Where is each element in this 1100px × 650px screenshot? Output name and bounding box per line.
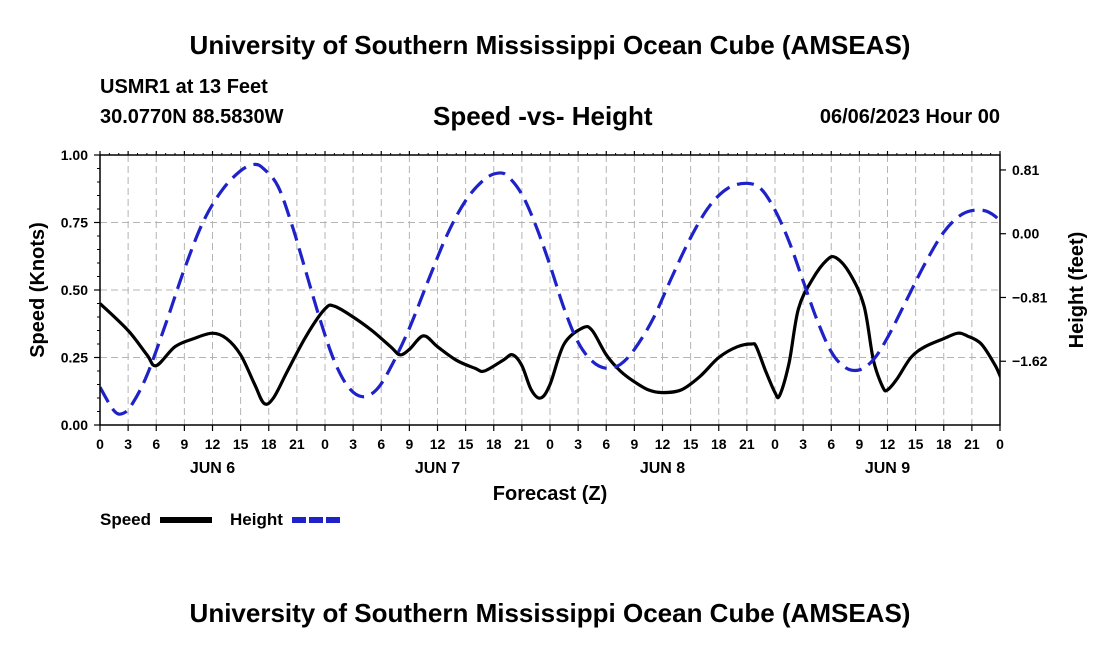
day-label: JUN 7 <box>415 460 460 477</box>
legend-label-speed: Speed <box>100 510 151 529</box>
x-tick-label: 12 <box>655 436 671 452</box>
forecast-datetime: 06/06/2023 Hour 00 <box>819 106 1000 128</box>
height-series-line <box>100 162 1000 416</box>
x-tick-label: 9 <box>180 436 188 452</box>
x-tick-label: 3 <box>574 436 582 452</box>
station-label: USMR1 at 13 Feet <box>100 76 268 98</box>
x-tick-label: 21 <box>514 436 530 452</box>
y-right-tick-label: 0.00 <box>1012 226 1039 242</box>
x-tick-label: 21 <box>964 436 980 452</box>
day-label: JUN 8 <box>640 460 685 477</box>
x-tick-label: 18 <box>711 436 727 452</box>
x-tick-label: 3 <box>799 436 807 452</box>
x-tick-label: 6 <box>602 436 610 452</box>
x-axis-title: Forecast (Z) <box>493 483 607 505</box>
x-tick-label: 18 <box>486 436 502 452</box>
y-left-tick-label: 0.75 <box>61 215 88 231</box>
x-tick-label: 15 <box>458 436 474 452</box>
x-tick-label: 0 <box>321 436 329 452</box>
y-axis-left-title: Speed (Knots) <box>27 222 49 358</box>
speed-series-line <box>100 254 1000 406</box>
x-tick-label: 18 <box>261 436 277 452</box>
y-right-tick-label: −0.81 <box>1012 289 1048 305</box>
y-left-tick-label: 0.00 <box>61 417 88 433</box>
x-tick-label: 0 <box>96 436 104 452</box>
x-tick-label: 0 <box>771 436 779 452</box>
x-tick-label: 9 <box>855 436 863 452</box>
x-tick-label: 6 <box>152 436 160 452</box>
legend-label-height: Height <box>230 510 283 529</box>
page-footer-title: University of Southern Mississippi Ocean… <box>189 598 911 628</box>
y-right-tick-label: 0.81 <box>1012 162 1039 178</box>
x-tick-label: 0 <box>546 436 554 452</box>
y-axis-right-title: Height (feet) <box>1066 232 1088 349</box>
x-tick-label: 3 <box>124 436 132 452</box>
series-layer <box>100 162 1000 416</box>
x-tick-label: 12 <box>430 436 446 452</box>
x-tick-label: 0 <box>996 436 1004 452</box>
x-tick-label: 21 <box>739 436 755 452</box>
y-left-tick-label: 0.25 <box>61 350 88 366</box>
y-left-tick-label: 1.00 <box>61 147 88 163</box>
page-title: University of Southern Mississippi Ocean… <box>189 30 911 60</box>
x-tick-label: 6 <box>827 436 835 452</box>
x-tick-label: 9 <box>405 436 413 452</box>
x-tick-label: 15 <box>908 436 924 452</box>
x-tick-label: 12 <box>880 436 896 452</box>
x-tick-label: 18 <box>936 436 952 452</box>
station-coordinates: 30.0770N 88.5830W <box>100 106 284 128</box>
x-tick-label: 15 <box>233 436 249 452</box>
y-right-tick-label: −1.62 <box>1012 353 1048 369</box>
day-label: JUN 9 <box>865 460 910 477</box>
axes-layer: 0 3 6 9 12 15 18 21 0 3 6 9 12 15 18 21 0 3 6 9 12 15 18 21 0 3 6 9… <box>61 147 1048 477</box>
legend: Speed Height <box>100 510 342 529</box>
x-tick-label: 15 <box>683 436 699 452</box>
y-left-tick-label: 0.50 <box>61 282 88 298</box>
x-tick-label: 12 <box>205 436 221 452</box>
x-tick-label: 9 <box>630 436 638 452</box>
x-tick-label: 6 <box>377 436 385 452</box>
x-tick-label: 21 <box>289 436 305 452</box>
chart-subtitle: Speed -vs- Height <box>433 101 653 131</box>
grid <box>100 155 1000 425</box>
x-tick-label: 3 <box>349 436 357 452</box>
day-label: JUN 6 <box>190 460 235 477</box>
